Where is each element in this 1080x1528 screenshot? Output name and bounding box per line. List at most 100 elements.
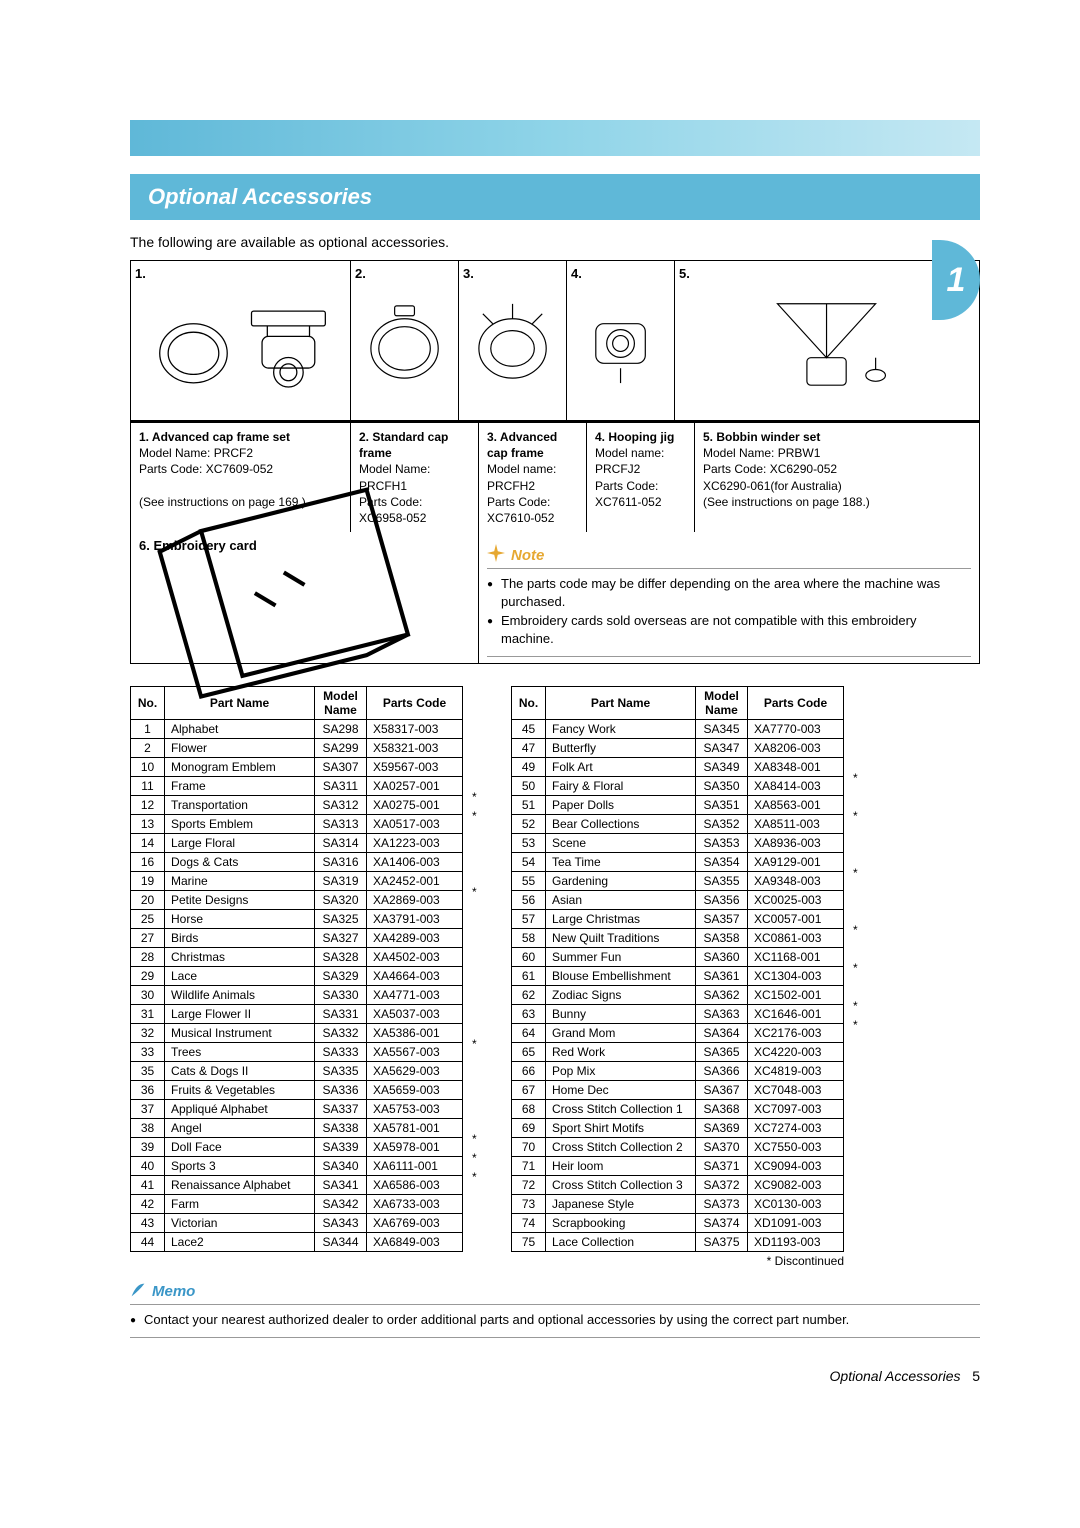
accessory-image-4 — [571, 283, 670, 403]
page-footer: Optional Accessories 5 — [130, 1368, 980, 1384]
memo-item: Contact your nearest authorized dealer t… — [130, 1311, 980, 1329]
accessory-image-5 — [679, 283, 975, 403]
table-row: 29LaceSA329XA4664-003 — [131, 966, 463, 985]
table-row: 16Dogs & CatsSA316XA1406-003 — [131, 852, 463, 871]
table-row: 62Zodiac SignsSA362XC1502-001 — [512, 985, 844, 1004]
table-row: 25HorseSA325XA3791-003 — [131, 909, 463, 928]
accessory-num: 3. — [463, 266, 474, 281]
table-row: 13Sports EmblemSA313XA0517-003 — [131, 814, 463, 833]
discontinued-star: * — [853, 961, 858, 975]
top-gradient — [130, 120, 980, 156]
discontinued-star: * — [472, 1037, 477, 1051]
accessory-cell-3: 3. — [459, 261, 567, 421]
discontinued-star: * — [472, 1170, 477, 1184]
table-row: 61Blouse EmbellishmentSA361XC1304-003 — [512, 966, 844, 985]
col-no: No. — [512, 686, 546, 719]
footer-title: Optional Accessories — [830, 1368, 961, 1384]
table-row: 55GardeningSA355XA9348-003 — [512, 871, 844, 890]
discontinued-note: * Discontinued — [511, 1254, 844, 1268]
col-no: No. — [131, 686, 165, 719]
discontinued-star: * — [853, 999, 858, 1013]
accessories-grid: 1. 2. — [130, 260, 980, 422]
col-parts-code: Parts Code — [748, 686, 844, 719]
table-row: 64Grand MomSA364XC2176-003 — [512, 1023, 844, 1042]
table-row: 41Renaissance AlphabetSA341XA6586-003 — [131, 1175, 463, 1194]
accessory-num: 1. — [135, 266, 146, 281]
table-row: 56AsianSA356XC0025-003 — [512, 890, 844, 909]
table-row: 50Fairy & FloralSA350XA8414-003 — [512, 776, 844, 795]
col-model-name: Model Name — [315, 686, 367, 719]
accessory-num: 5. — [679, 266, 690, 281]
table-row: 45Fancy WorkSA345XA7770-003 — [512, 719, 844, 738]
discontinued-star: * — [853, 923, 858, 937]
table-row: 39Doll FaceSA339XA5978-001 — [131, 1137, 463, 1156]
table-row: 72Cross Stitch Collection 3SA372XC9082-0… — [512, 1175, 844, 1194]
accessory-image-1 — [135, 283, 346, 403]
table-row: 58New Quilt TraditionsSA358XC0861-003 — [512, 928, 844, 947]
leaf-icon — [130, 1282, 146, 1302]
discontinued-star: * — [472, 1151, 477, 1165]
table-row: 38AngelSA338XA5781-001 — [131, 1118, 463, 1137]
table-row: 74ScrapbookingSA374XD1091-003 — [512, 1213, 844, 1232]
table-row: 71Heir loomSA371XC9094-003 — [512, 1156, 844, 1175]
table-row: 53SceneSA353XA8936-003 — [512, 833, 844, 852]
table-row: 68Cross Stitch Collection 1SA368XC7097-0… — [512, 1099, 844, 1118]
discontinued-star: * — [853, 771, 858, 785]
table-row: 37Appliqué AlphabetSA337XA5753-003 — [131, 1099, 463, 1118]
embroidery-row: 6. Embroidery card Note The parts code m… — [130, 532, 980, 664]
accessory-num: 2. — [355, 266, 366, 281]
table-row: 28ChristmasSA328XA4502-003 — [131, 947, 463, 966]
section-header: Optional Accessories — [130, 174, 980, 220]
memo-box: Memo Contact your nearest authorized dea… — [130, 1282, 980, 1338]
accessory-label: 5. Bobbin winder setModel Name: PRBW1Par… — [695, 423, 979, 532]
discontinued-star: * — [472, 809, 477, 823]
accessory-cell-2: 2. — [351, 261, 459, 421]
table-row: 44Lace2SA344XA6849-003 — [131, 1232, 463, 1251]
table-row: 42FarmSA342XA6733-003 — [131, 1194, 463, 1213]
note-body: The parts code may be differ depending o… — [487, 575, 971, 657]
accessory-cell-5: 5. — [675, 261, 979, 421]
table-row: 2FlowerSA299X58321-003 — [131, 738, 463, 757]
intro-text: The following are available as optional … — [130, 234, 980, 250]
table-row: 20Petite DesignsSA320XA2869-003 — [131, 890, 463, 909]
table-row: 63BunnySA363XC1646-001 — [512, 1004, 844, 1023]
page-number: 5 — [972, 1368, 980, 1384]
table-row: 67Home DecSA367XC7048-003 — [512, 1080, 844, 1099]
accessory-cell-4: 4. — [567, 261, 675, 421]
table-row: 54Tea TimeSA354XA9129-001 — [512, 852, 844, 871]
table-row: 10Monogram EmblemSA307X59567-003 — [131, 757, 463, 776]
discontinued-star: * — [472, 790, 477, 804]
memo-body: Contact your nearest authorized dealer t… — [130, 1311, 980, 1338]
table-row: 65Red WorkSA365XC4220-003 — [512, 1042, 844, 1061]
table-row: 14Large FloralSA314XA1223-003 — [131, 833, 463, 852]
table-row: 27BirdsSA327XA4289-003 — [131, 928, 463, 947]
table-row: 73Japanese StyleSA373XC0130-003 — [512, 1194, 844, 1213]
note-item: Embroidery cards sold overseas are not c… — [487, 612, 971, 648]
discontinued-star: * — [853, 809, 858, 823]
parts-tables: No. Part Name Model Name Parts Code 1Alp… — [130, 686, 980, 1268]
table-row: 66Pop MixSA366XC4819-003 — [512, 1061, 844, 1080]
table-row: 60Summer FunSA360XC1168-001 — [512, 947, 844, 966]
note-title: Note — [487, 544, 971, 569]
table-row: 33TreesSA333XA5567-003 — [131, 1042, 463, 1061]
parts-table-left: No. Part Name Model Name Parts Code 1Alp… — [130, 686, 463, 1268]
col-parts-code: Parts Code — [367, 686, 463, 719]
col-part-name: Part Name — [546, 686, 696, 719]
accessory-cell-1: 1. — [131, 261, 351, 421]
table-row: 30Wildlife AnimalsSA330XA4771-003 — [131, 985, 463, 1004]
table-row: 35Cats & Dogs IISA335XA5629-003 — [131, 1061, 463, 1080]
col-model-name: Model Name — [696, 686, 748, 719]
table-row: 19MarineSA319XA2452-001 — [131, 871, 463, 890]
table-row: 47ButterflySA347XA8206-003 — [512, 738, 844, 757]
table-row: 75Lace CollectionSA375XD1193-003 — [512, 1232, 844, 1251]
section-title: Optional Accessories — [148, 184, 962, 210]
discontinued-star: * — [472, 885, 477, 899]
table-row: 69Sport Shirt MotifsSA369XC7274-003 — [512, 1118, 844, 1137]
table-row: 36Fruits & VegetablesSA336XA5659-003 — [131, 1080, 463, 1099]
accessory-label: 3. Advanced cap frameModel name: PRCFH2P… — [479, 423, 587, 532]
accessory-image-2 — [355, 283, 454, 403]
sparkle-icon — [487, 544, 505, 566]
table-row: 70Cross Stitch Collection 2SA370XC7550-0… — [512, 1137, 844, 1156]
table-row: 12TransportationSA312XA0275-001 — [131, 795, 463, 814]
table-row: 52Bear CollectionsSA352XA8511-003 — [512, 814, 844, 833]
